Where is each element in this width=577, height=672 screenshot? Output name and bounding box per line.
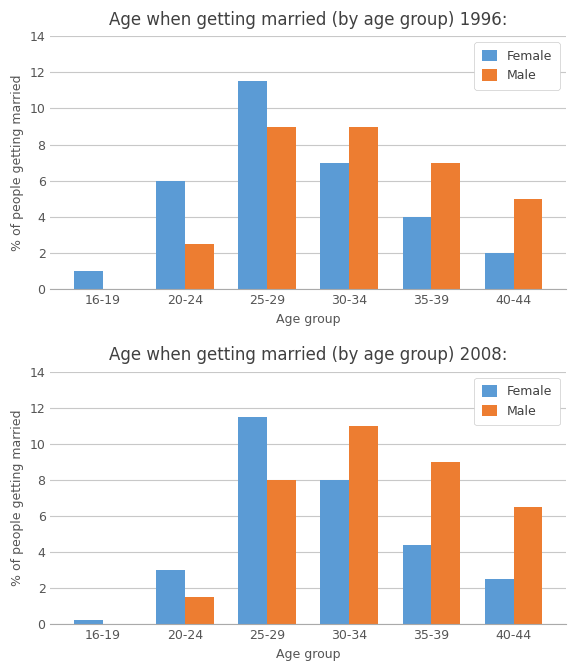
Bar: [185, 597, 213, 624]
Title: Age when getting married (by age group) 2008:: Age when getting married (by age group) …: [109, 347, 507, 364]
Bar: [156, 181, 185, 289]
Title: Age when getting married (by age group) 1996:: Age when getting married (by age group) …: [109, 11, 507, 29]
Bar: [74, 271, 103, 289]
Y-axis label: % of people getting married: % of people getting married: [11, 410, 24, 586]
Bar: [403, 217, 432, 289]
Bar: [485, 579, 514, 624]
Bar: [349, 126, 378, 289]
Bar: [432, 462, 460, 624]
Bar: [238, 81, 267, 289]
Bar: [267, 126, 296, 289]
Bar: [514, 199, 542, 289]
Bar: [185, 244, 213, 289]
Bar: [349, 426, 378, 624]
Legend: Female, Male: Female, Male: [474, 378, 560, 425]
Bar: [156, 571, 185, 624]
Bar: [320, 480, 349, 624]
Bar: [432, 163, 460, 289]
Bar: [320, 163, 349, 289]
Bar: [485, 253, 514, 289]
X-axis label: Age group: Age group: [276, 648, 340, 661]
X-axis label: Age group: Age group: [276, 312, 340, 325]
Bar: [267, 480, 296, 624]
Bar: [74, 620, 103, 624]
Legend: Female, Male: Female, Male: [474, 42, 560, 90]
Y-axis label: % of people getting married: % of people getting married: [11, 75, 24, 251]
Bar: [403, 545, 432, 624]
Bar: [238, 417, 267, 624]
Bar: [514, 507, 542, 624]
